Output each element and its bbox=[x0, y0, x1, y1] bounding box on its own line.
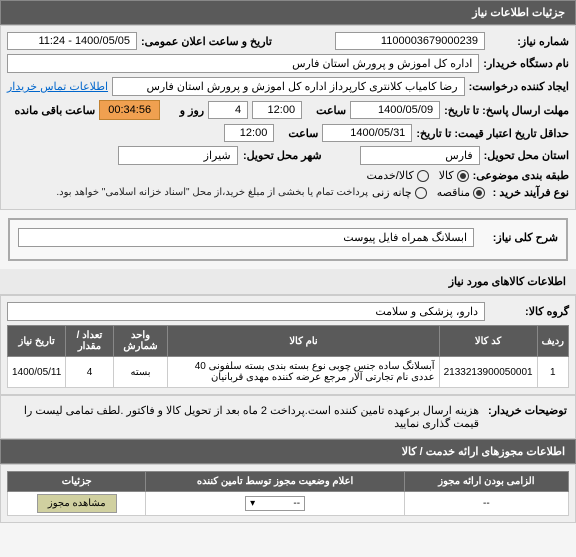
cell-row: 1 bbox=[537, 357, 568, 388]
pt-bargain-label: چانه زنی bbox=[372, 186, 412, 199]
purchase-type-label: نوع فرآیند خرید : bbox=[489, 186, 569, 199]
category-radio-group: کالا کالا/خدمت bbox=[367, 169, 469, 182]
main-header: جزئیات اطلاعات نیاز bbox=[0, 0, 576, 25]
contact-link[interactable]: اطلاعات تماس خریدار bbox=[7, 80, 108, 93]
purchase-type-group: مناقصه چانه زنی bbox=[372, 186, 485, 199]
time-label-1: ساعت bbox=[306, 104, 346, 117]
col-qty: تعداد / مقدار bbox=[66, 326, 113, 357]
buyer-org-field: اداره کل اموزش و پرورش استان فارس bbox=[7, 54, 479, 73]
cat-goods-radio[interactable]: کالا bbox=[439, 169, 469, 182]
announce-field: 1400/05/05 - 11:24 bbox=[7, 32, 137, 50]
province-label: استان محل تحویل: bbox=[484, 149, 569, 162]
cell-name: آبسلانگ ساده جنس چوبی نوع بسته بندی بسته… bbox=[168, 357, 439, 388]
requester-field: رضا کامیاب کلانتری کارپرداز اداره کل امو… bbox=[112, 77, 465, 96]
days-value: 4 bbox=[208, 101, 248, 119]
table-row: 1 2133213900050001 آبسلانگ ساده جنس چوبی… bbox=[8, 357, 569, 388]
group-value: دارو، پزشکی و سلامت bbox=[7, 302, 485, 321]
min-valid-label: حداقل تاریخ اعتبار قیمت: تا تاریخ: bbox=[416, 127, 569, 140]
buyer-note-text: هزینه ارسال برعهده تامین کننده است.پرداخ… bbox=[9, 404, 479, 430]
items-header: اطلاعات کالاهای مورد نیاز bbox=[0, 269, 576, 295]
chevron-down-icon: ▾ bbox=[250, 498, 255, 509]
deadline-label: مهلت ارسال پاسخ: تا تاریخ: bbox=[444, 104, 569, 117]
form-area: شماره نیاز: 1100003679000239 تاریخ و ساع… bbox=[0, 25, 576, 210]
cell-unit: بسته bbox=[113, 357, 168, 388]
pt-tender-radio[interactable]: مناقصه bbox=[437, 186, 485, 199]
pcol-details: جزئیات bbox=[8, 472, 146, 492]
city-field: شیراز bbox=[118, 146, 238, 165]
desc-text: ابسلانگ همراه فایل پیوست bbox=[18, 228, 474, 247]
col-unit: واحد شمارش bbox=[113, 326, 168, 357]
radio-unchecked-icon bbox=[417, 170, 429, 182]
pcol-mandatory: الزامی بودن ارائه مجوز bbox=[404, 472, 568, 492]
radio-checked-icon bbox=[473, 187, 485, 199]
pt-tender-label: مناقصه bbox=[437, 186, 470, 199]
col-date: تاریخ نیاز bbox=[8, 326, 66, 357]
days-label: روز و bbox=[164, 104, 204, 117]
cell-code: 2133213900050001 bbox=[439, 357, 537, 388]
announce-label: تاریخ و ساعت اعلان عمومی: bbox=[141, 35, 272, 48]
cat-goods-label: کالا bbox=[439, 169, 454, 182]
items-table: ردیف کد کالا نام کالا واحد شمارش تعداد /… bbox=[7, 325, 569, 388]
pcell-mandatory: -- bbox=[404, 492, 568, 516]
permits-header: اطلاعات مجوزهای ارائه خدمت / کالا bbox=[0, 439, 576, 464]
col-row: ردیف bbox=[537, 326, 568, 357]
permits-area: الزامی بودن ارائه مجوز اعلام وضعیت مجوز … bbox=[0, 464, 576, 523]
col-name: نام کالا bbox=[168, 326, 439, 357]
remain-label: ساعت باقی مانده bbox=[15, 104, 96, 117]
need-no-field: 1100003679000239 bbox=[335, 32, 485, 50]
province-field: فارس bbox=[360, 146, 480, 165]
min-valid-time: 12:00 bbox=[224, 124, 274, 142]
pcell-details: مشاهده مجوز bbox=[8, 492, 146, 516]
deadline-time: 12:00 bbox=[252, 101, 302, 119]
radio-checked-icon bbox=[457, 170, 469, 182]
view-permit-button[interactable]: مشاهده مجوز bbox=[37, 494, 117, 513]
min-valid-date: 1400/05/31 bbox=[322, 124, 412, 142]
pt-bargain-radio[interactable]: چانه زنی bbox=[372, 186, 427, 199]
requester-label: ایجاد کننده درخواست: bbox=[469, 80, 569, 93]
status-select[interactable]: -- ▾ bbox=[245, 496, 305, 511]
cat-service-radio[interactable]: کالا/خدمت bbox=[367, 169, 429, 182]
category-label: طبقه بندی موضوعی: bbox=[473, 169, 569, 182]
remain-time: 00:34:56 bbox=[99, 100, 160, 120]
purchase-note: پرداخت تمام یا بخشی از مبلغ خرید،از محل … bbox=[56, 187, 368, 198]
cell-date: 1400/05/11 bbox=[8, 357, 66, 388]
buyer-org-label: نام دستگاه خریدار: bbox=[483, 57, 569, 70]
time-label-2: ساعت bbox=[278, 127, 318, 140]
main-title: جزئیات اطلاعات نیاز bbox=[472, 7, 565, 19]
permits-table: الزامی بودن ارائه مجوز اعلام وضعیت مجوز … bbox=[7, 471, 569, 516]
need-no-label: شماره نیاز: bbox=[489, 35, 569, 48]
col-code: کد کالا bbox=[439, 326, 537, 357]
desc-label: شرح کلی نیاز: bbox=[478, 231, 558, 244]
deadline-date: 1400/05/09 bbox=[350, 101, 440, 119]
items-area: گروه کالا: دارو، پزشکی و سلامت ردیف کد ک… bbox=[0, 295, 576, 395]
buyer-note-box: توضیحات خریدار: هزینه ارسال برعهده تامین… bbox=[0, 395, 576, 439]
cat-service-label: کالا/خدمت bbox=[367, 169, 414, 182]
group-label: گروه کالا: bbox=[489, 305, 569, 318]
city-label: شهر محل تحویل: bbox=[242, 149, 322, 162]
radio-unchecked-icon bbox=[415, 187, 427, 199]
pcell-status: -- ▾ bbox=[146, 492, 404, 516]
desc-box: شرح کلی نیاز: ابسلانگ همراه فایل پیوست bbox=[8, 218, 568, 261]
cell-qty: 4 bbox=[66, 357, 113, 388]
pcol-status: اعلام وضعیت مجوز توسط تامین کننده bbox=[146, 472, 404, 492]
permit-row: -- -- ▾ مشاهده مجوز bbox=[8, 492, 569, 516]
buyer-note-label: توضیحات خریدار: bbox=[487, 404, 567, 430]
